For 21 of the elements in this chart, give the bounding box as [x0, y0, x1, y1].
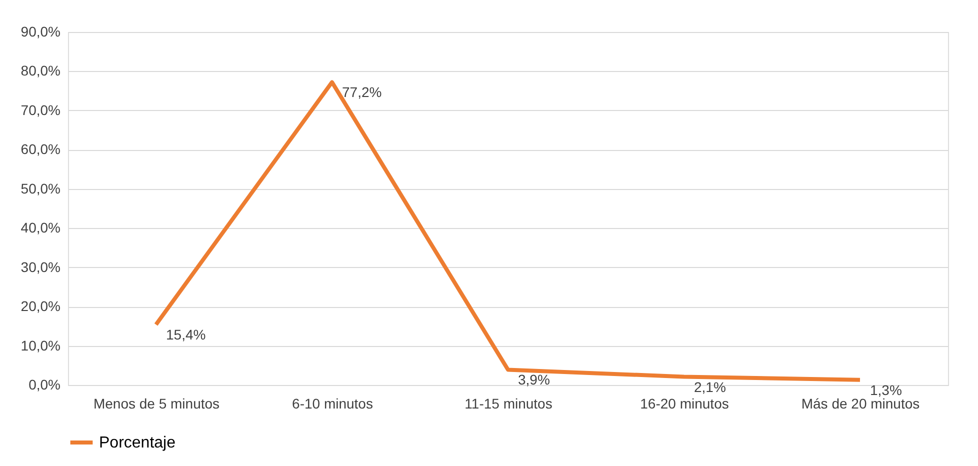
y-tick-label: 60,0%: [20, 141, 60, 158]
y-tick-label: 20,0%: [20, 298, 60, 314]
y-tick-label: 90,0%: [20, 24, 60, 40]
y-tick-label: 30,0%: [20, 258, 60, 275]
y-tick-label: 70,0%: [20, 102, 60, 118]
x-tick-label: Menos de 5 minutos: [93, 396, 220, 412]
x-tick-label: 16-20 minutos: [640, 396, 729, 412]
y-tick-label: 50,0%: [20, 180, 60, 196]
y-tick-label: 10,0%: [20, 337, 60, 354]
y-tick-label: 0,0%: [28, 376, 60, 392]
y-tick-label: 40,0%: [20, 220, 60, 236]
x-tick-label: 11-15 minutos: [464, 396, 552, 412]
x-tick-label: Más de 20 minutos: [801, 396, 920, 412]
x-tick-label: 6-10 minutos: [292, 396, 373, 412]
data-label: 15,4%: [166, 326, 206, 343]
legend-label: Porcentaje: [99, 434, 176, 452]
data-label: 1,3%: [870, 382, 902, 398]
data-label: 77,2%: [342, 84, 382, 100]
data-label: 2,1%: [694, 378, 726, 395]
data-label: 3,9%: [518, 372, 550, 388]
y-tick-label: 80,0%: [20, 62, 60, 79]
